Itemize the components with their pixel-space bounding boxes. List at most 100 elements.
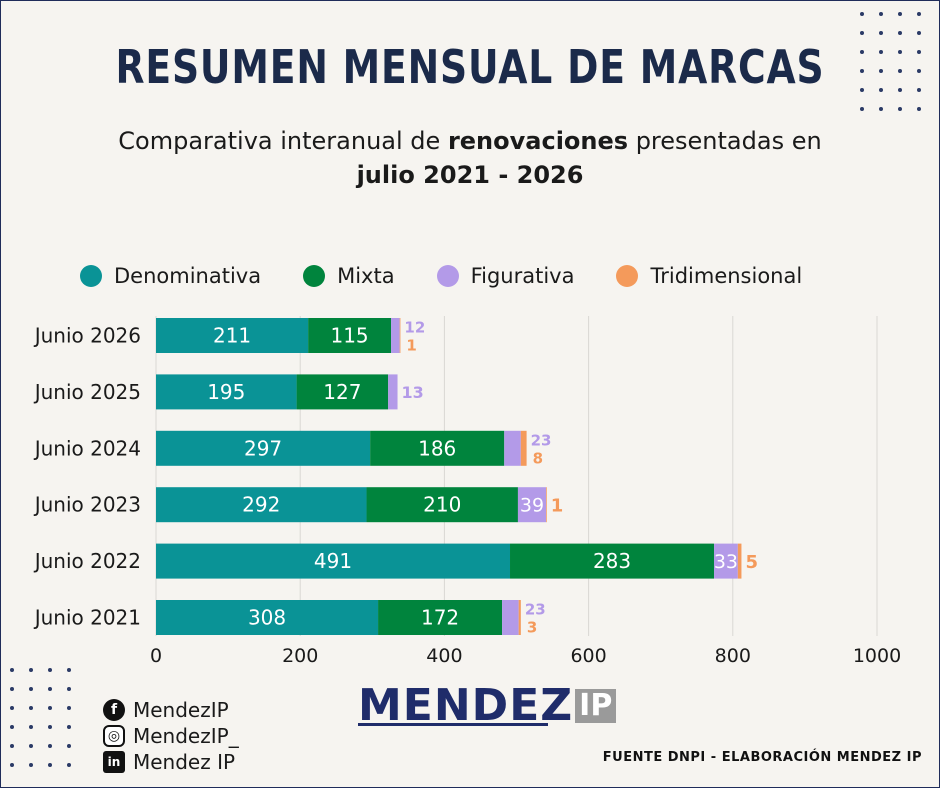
social-facebook[interactable]: f MendezIP bbox=[103, 698, 229, 722]
bar-segment-mixta bbox=[370, 430, 505, 466]
decorative-dot bbox=[860, 107, 864, 111]
bar-segment-figurativa bbox=[502, 600, 519, 635]
bar-segment-denominativa bbox=[156, 600, 379, 635]
data-label-mixta: 172 bbox=[421, 606, 459, 630]
decorative-dot bbox=[48, 744, 52, 748]
decorative-dot bbox=[29, 744, 33, 748]
logo-underline bbox=[358, 723, 548, 726]
social-label: MendezIP_ bbox=[133, 724, 239, 748]
data-label-denominativa: 292 bbox=[242, 493, 280, 517]
data-label-figurativa: 33 bbox=[714, 551, 738, 573]
decorative-dot bbox=[879, 12, 883, 16]
legend-item-mixta: Mixta bbox=[303, 264, 395, 288]
legend-dot-mixta bbox=[303, 265, 326, 287]
bar-segment-figurativa bbox=[714, 543, 738, 579]
decorative-dot bbox=[10, 668, 14, 672]
decorative-dot bbox=[860, 12, 864, 16]
decorative-dot bbox=[917, 88, 921, 92]
legend-label: Denominativa bbox=[114, 264, 262, 288]
decorative-dot bbox=[879, 69, 883, 73]
decorative-dot bbox=[48, 725, 52, 729]
legend-label: Figurativa bbox=[470, 264, 575, 288]
data-label-denominativa: 211 bbox=[213, 324, 251, 348]
decorative-dot bbox=[860, 31, 864, 35]
data-label-figurativa: 23 bbox=[525, 601, 546, 619]
brand-logo: MENDEZ IP bbox=[358, 680, 617, 731]
bar-segment-mixta bbox=[378, 600, 503, 635]
decorative-dot bbox=[48, 687, 52, 691]
decorative-dot bbox=[860, 69, 864, 73]
data-label-denominativa: 297 bbox=[244, 436, 282, 460]
bar-segment-tridimensional bbox=[737, 543, 742, 579]
subtitle-bold-2: julio 2021 - 2026 bbox=[356, 161, 584, 189]
bar-segment-tridimensional bbox=[518, 600, 521, 635]
decorative-dot bbox=[917, 12, 921, 16]
category-label: Junio 2022 bbox=[33, 549, 141, 573]
decorative-dot bbox=[879, 31, 883, 35]
bar-segment-mixta bbox=[510, 543, 715, 579]
decorative-dot bbox=[67, 706, 71, 710]
legend-dot-figurativa bbox=[436, 265, 459, 287]
legend-item-figurativa: Figurativa bbox=[436, 264, 575, 288]
subtitle: Comparativa interanual de renovaciones p… bbox=[0, 124, 940, 192]
legend-dot-tridimensional bbox=[616, 265, 639, 287]
data-label-mixta: 115 bbox=[330, 324, 368, 348]
category-label: Junio 2025 bbox=[33, 380, 141, 404]
social-instagram[interactable]: ◎ MendezIP_ bbox=[103, 724, 239, 748]
chart-legend: Denominativa Mixta Figurativa Tridimensi… bbox=[80, 262, 802, 290]
decorative-dot bbox=[860, 50, 864, 54]
page-title: RESUMEN MENSUAL DE MARCAS bbox=[115, 40, 825, 94]
data-label-tridimensional: 5 bbox=[745, 552, 758, 573]
data-label-figurativa: 23 bbox=[531, 431, 552, 449]
legend-label: Mixta bbox=[337, 264, 395, 288]
x-tick-label: 800 bbox=[715, 645, 751, 667]
subtitle-text-2: presentadas en bbox=[628, 127, 822, 155]
category-label: Junio 2026 bbox=[33, 324, 141, 348]
data-label-tridimensional: 1 bbox=[551, 496, 564, 517]
legend-item-denominativa: Denominativa bbox=[80, 264, 261, 288]
bar-segment-mixta bbox=[296, 374, 389, 410]
decorative-dot bbox=[67, 725, 71, 729]
decorative-dot bbox=[29, 763, 33, 767]
decorative-dot bbox=[29, 725, 33, 729]
data-label-denominativa: 308 bbox=[248, 606, 286, 630]
x-tick-label: 600 bbox=[570, 645, 606, 667]
decorative-dot bbox=[10, 725, 14, 729]
data-label-figurativa: 12 bbox=[404, 319, 425, 337]
decorative-dot bbox=[48, 706, 52, 710]
decorative-dot bbox=[898, 50, 902, 54]
decorative-dot bbox=[898, 69, 902, 73]
decorative-dot bbox=[898, 12, 902, 16]
data-label-tridimensional: 3 bbox=[527, 619, 537, 637]
category-label: Junio 2024 bbox=[33, 436, 141, 460]
bar-segment-figurativa bbox=[391, 318, 400, 353]
decorative-dot bbox=[917, 50, 921, 54]
data-label-mixta: 127 bbox=[323, 380, 361, 404]
bar-segment-figurativa bbox=[517, 487, 547, 523]
bar-segment-figurativa bbox=[504, 430, 521, 466]
x-tick-label: 0 bbox=[150, 645, 162, 667]
legend-dot-denominativa bbox=[80, 265, 102, 287]
legend-label: Tridimensional bbox=[650, 264, 803, 288]
x-tick-label: 1000 bbox=[853, 645, 901, 667]
decorative-dot bbox=[29, 706, 33, 710]
data-label-figurativa: 13 bbox=[402, 383, 424, 402]
bar-segment-denominativa bbox=[156, 487, 367, 523]
legend-item-tridimensional: Tridimensional bbox=[616, 264, 802, 288]
decorative-dot bbox=[10, 744, 14, 748]
bar-segment-denominativa bbox=[156, 430, 371, 466]
decorative-dot bbox=[67, 687, 71, 691]
decorative-dot bbox=[917, 107, 921, 111]
decorative-dot bbox=[917, 31, 921, 35]
subtitle-bold-1: renovaciones bbox=[447, 127, 629, 155]
bar-segment-denominativa bbox=[156, 543, 511, 579]
logo-main-text: MENDEZ bbox=[358, 680, 574, 731]
data-label-tridimensional: 1 bbox=[406, 337, 416, 355]
social-linkedin[interactable]: in Mendez IP bbox=[103, 750, 235, 774]
decorative-dot bbox=[10, 706, 14, 710]
bar-segment-denominativa bbox=[156, 318, 309, 353]
x-tick-label: 200 bbox=[282, 645, 318, 667]
decorative-dot bbox=[898, 88, 902, 92]
bar-segment-mixta bbox=[366, 487, 518, 523]
bar-segment-tridimensional bbox=[399, 318, 401, 353]
